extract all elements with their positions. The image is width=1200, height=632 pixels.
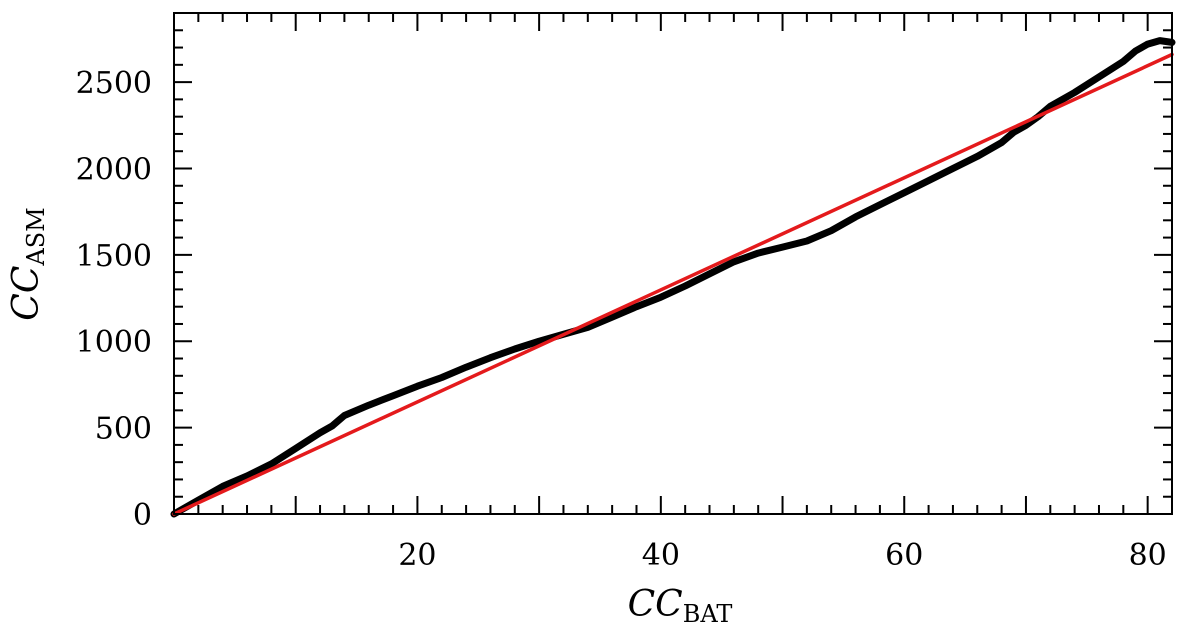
x-tick-label: 80 bbox=[1129, 538, 1167, 573]
ticks bbox=[174, 13, 1172, 514]
y-axis-title: CCASM bbox=[6, 207, 50, 320]
y-tick-label: 2000 bbox=[76, 152, 152, 187]
y-tick-label: 0 bbox=[133, 498, 152, 533]
y-tick-label: 500 bbox=[95, 412, 152, 447]
x-axis-title: CCBAT bbox=[628, 584, 733, 628]
plot-frame bbox=[173, 12, 1173, 515]
y-tick-label: 2500 bbox=[76, 66, 152, 101]
x-axis-title-main: CC bbox=[628, 584, 683, 625]
x-tick-label: 60 bbox=[885, 538, 923, 573]
y-axis-title-sub: ASM bbox=[22, 207, 50, 266]
fit-line bbox=[172, 52, 1174, 516]
tick-labels: 20 40 60 80 0 500 1000 1500 2000 2500 bbox=[76, 66, 1167, 573]
x-tick-label: 20 bbox=[398, 538, 436, 573]
x-tick-label: 40 bbox=[642, 538, 680, 573]
plot-lines bbox=[170, 37, 1176, 518]
data-series-line bbox=[170, 37, 1176, 518]
y-tick-label: 1500 bbox=[76, 239, 152, 274]
y-tick-label: 1000 bbox=[76, 325, 152, 360]
y-axis-title-main: CC bbox=[6, 266, 47, 321]
x-axis-title-sub: BAT bbox=[683, 600, 733, 628]
